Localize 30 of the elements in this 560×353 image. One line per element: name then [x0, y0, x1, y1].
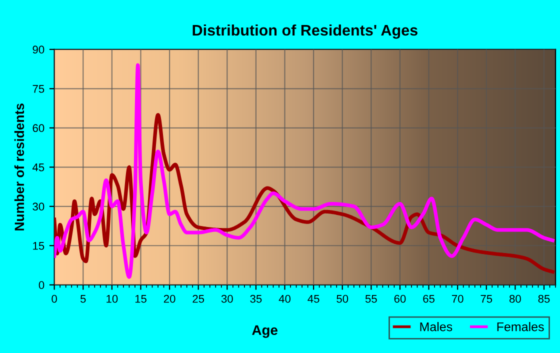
x-tick-label: 80 — [509, 294, 521, 303]
x-tick-label: 40 — [278, 294, 290, 303]
y-tick-label: 45 — [32, 164, 44, 172]
y-axis-title: Number of residents — [14, 104, 24, 230]
y-tick-label: 75 — [32, 85, 44, 93]
y-tick-label: 15 — [33, 242, 44, 250]
x-tick-label: 20 — [164, 294, 176, 303]
x-tick-label: 75 — [480, 295, 492, 303]
x-tick-label: 0 — [52, 294, 57, 303]
x-tick-label: 35 — [250, 294, 262, 303]
x-axis-title: Age — [252, 325, 278, 338]
x-tick-label: 25 — [192, 294, 204, 303]
legend-label: Males — [420, 322, 452, 332]
x-tick-label: 55 — [365, 295, 377, 303]
x-tick-label: 5 — [80, 295, 86, 303]
x-tick-label: 10 — [106, 294, 118, 303]
x-tick-label: 15 — [135, 295, 146, 303]
y-tick-label: 90 — [32, 46, 44, 54]
y-tick-label: 60 — [32, 124, 44, 132]
x-tick-label: 30 — [221, 294, 233, 303]
y-tick-label: 0 — [38, 281, 44, 290]
x-tick-label: 45 — [308, 295, 320, 303]
x-tick-label: 60 — [394, 294, 406, 303]
chart-title: Distribution of Residents' Ages — [192, 24, 418, 39]
x-tick-label: 65 — [423, 294, 434, 303]
x-tick-label: 85 — [538, 294, 550, 303]
x-tick-label: 50 — [336, 294, 348, 303]
y-tick-label: 30 — [32, 202, 44, 211]
x-tick-label: 70 — [452, 294, 464, 303]
legend-label: Females — [497, 322, 544, 332]
